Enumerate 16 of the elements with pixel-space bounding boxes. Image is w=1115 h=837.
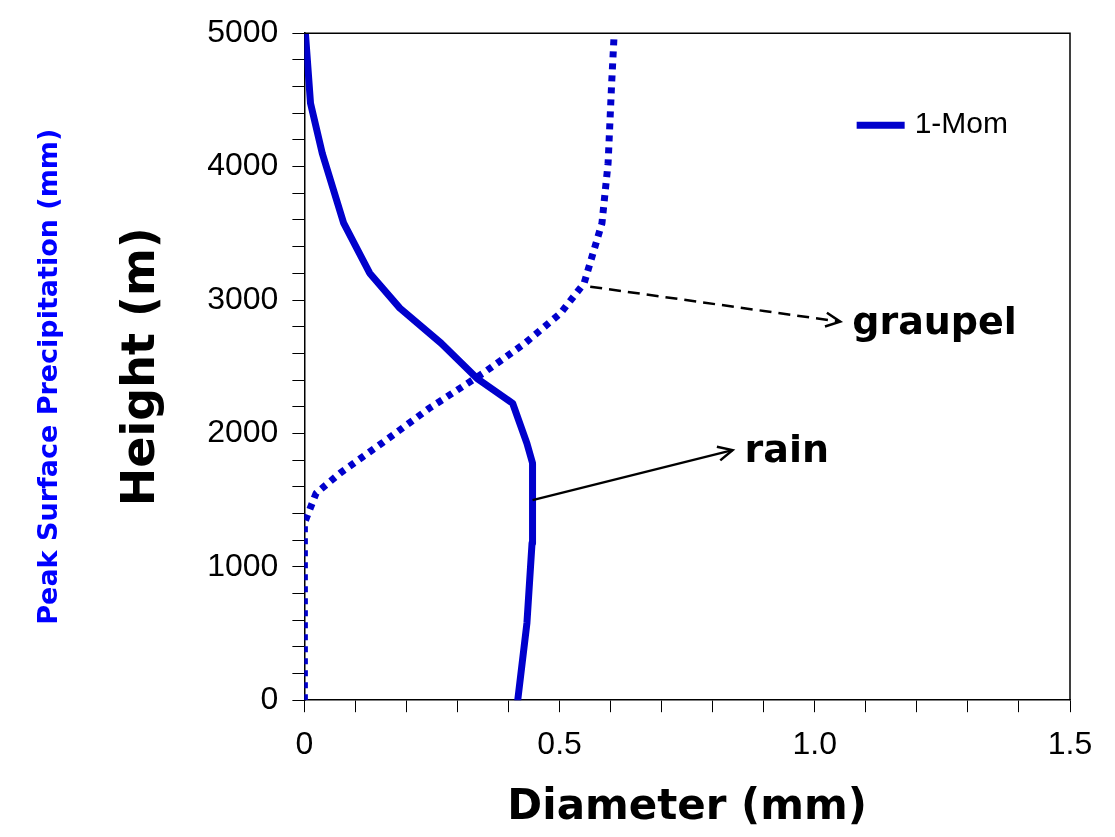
y-tick-label: 3000	[207, 279, 279, 316]
legend-label: 1-Mom	[914, 106, 1008, 140]
y-tick-label: 4000	[207, 146, 279, 183]
x-tick-label: 0.5	[537, 725, 582, 762]
x-tick-label: 0	[295, 725, 314, 762]
x-tick-label: 1.0	[792, 725, 838, 762]
annotation: rain	[744, 426, 830, 471]
y-tick-label: 1000	[207, 546, 279, 583]
x-tick-label: 1.5	[1047, 725, 1093, 762]
x-axis-title: Diameter (mm)	[507, 779, 868, 829]
y-tick-label: 0	[260, 680, 279, 717]
annotation: graupel	[852, 298, 1017, 343]
text: Peak Surface Precipitation (mm)	[32, 128, 64, 625]
y-tick-label: 2000	[207, 413, 279, 450]
y-axis-title: Height (m)	[110, 227, 165, 507]
y-tick-label: 5000	[207, 13, 279, 50]
